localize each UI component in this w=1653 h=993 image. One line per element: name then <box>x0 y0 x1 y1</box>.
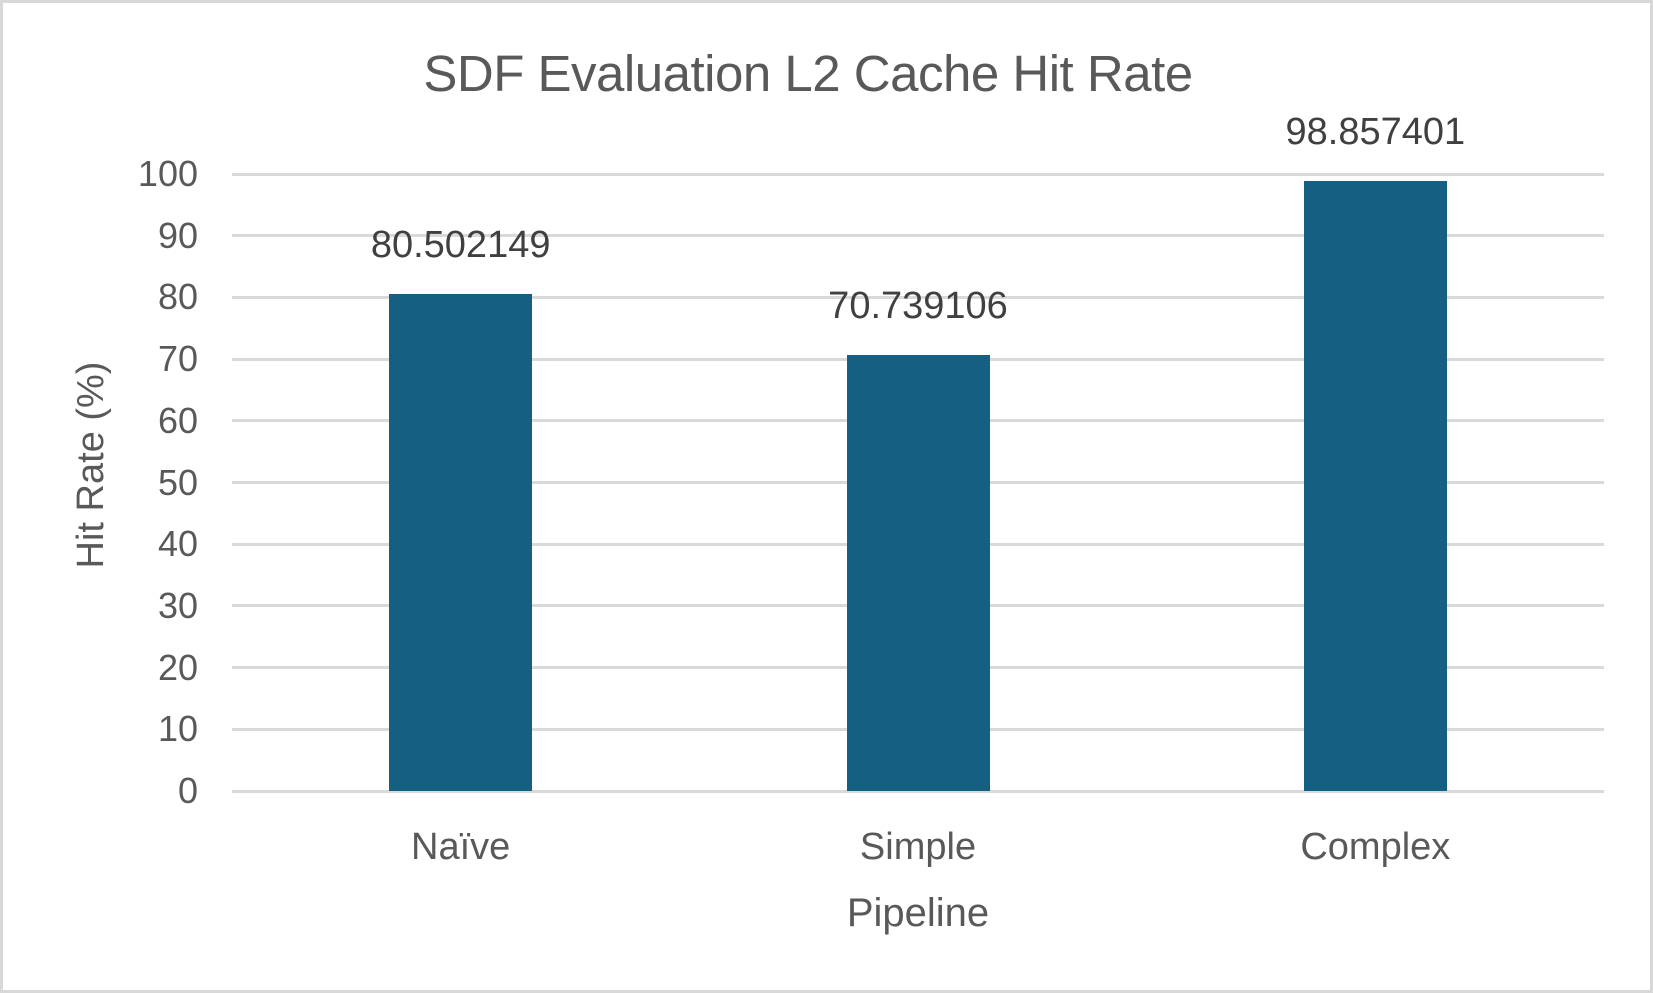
gridline-90 <box>232 234 1604 238</box>
y-tick-label-90: 90 <box>157 214 198 256</box>
chart-title: SDF Evaluation L2 Cache Hit Rate <box>423 45 1193 102</box>
gridline-80 <box>232 295 1604 299</box>
bar-naive <box>389 294 533 791</box>
y-tick-label-60: 60 <box>157 399 198 441</box>
x-tick-label-simple: Simple <box>859 826 977 868</box>
data-label-simple: 70.739106 <box>828 284 1008 327</box>
y-tick-label-10: 10 <box>157 708 198 750</box>
y-tick-label-50: 50 <box>157 461 198 503</box>
x-axis-title: Pipeline <box>846 891 990 935</box>
y-tick-label-0: 0 <box>177 770 198 811</box>
bars-layer: 80.502149 70.739106 98.857401 <box>232 113 1604 791</box>
x-tick-label-complex: Complex <box>1300 826 1451 868</box>
y-tick-label-80: 80 <box>157 276 198 318</box>
bar-complex <box>1303 181 1447 791</box>
x-tick-label-naive: Naïve <box>411 826 511 868</box>
data-label-naive: 80.502149 <box>370 224 551 267</box>
data-label-complex: 98.857401 <box>1285 111 1466 154</box>
gridline-0 <box>232 789 1604 793</box>
bar-simple <box>846 354 990 791</box>
y-tick-label-100: 100 <box>137 153 198 194</box>
y-tick-label-20: 20 <box>157 646 198 688</box>
y-tick-label-40: 40 <box>157 523 198 565</box>
y-tick-label-30: 30 <box>157 584 198 626</box>
gridline-100 <box>232 172 1604 176</box>
y-tick-label-70: 70 <box>157 338 198 380</box>
